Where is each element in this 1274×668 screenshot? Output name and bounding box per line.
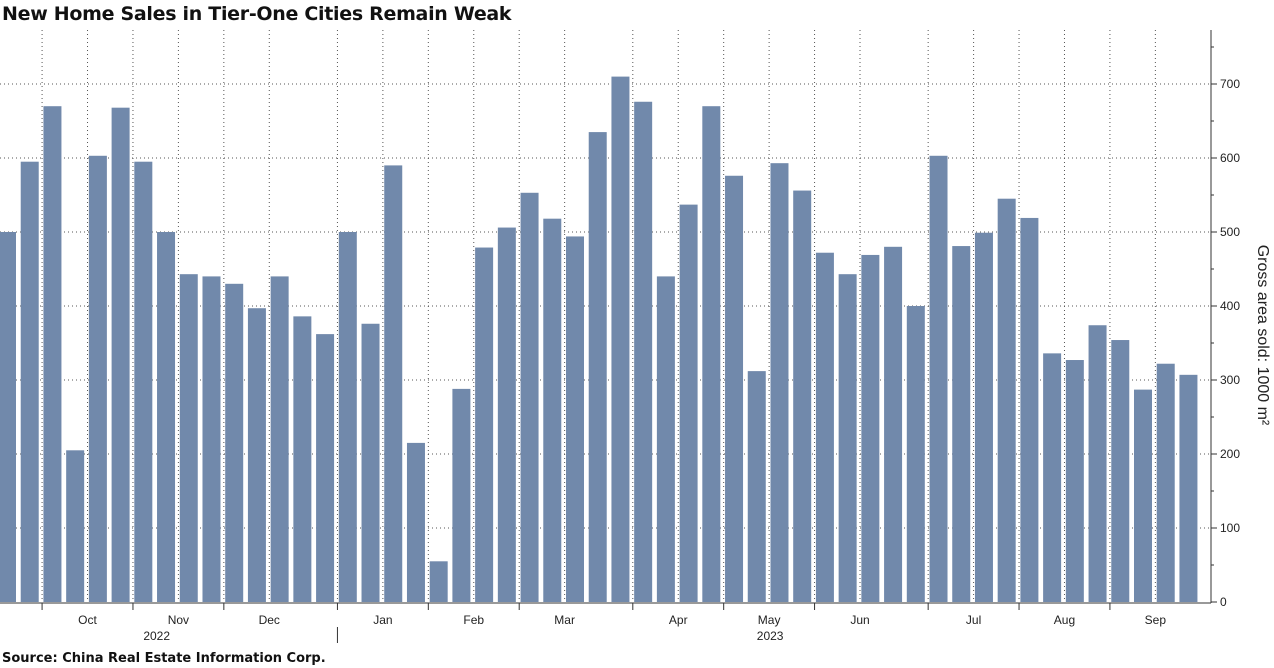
y-tick-label: 200 (1220, 447, 1240, 461)
y-tick-label: 100 (1220, 521, 1240, 535)
x-tick-label: Aug (1054, 613, 1075, 627)
bar (543, 218, 562, 602)
bar (861, 254, 880, 602)
bar (929, 155, 948, 602)
bar (747, 371, 766, 602)
bar (679, 204, 698, 602)
bar (406, 442, 425, 602)
bar (20, 161, 39, 602)
bar (66, 450, 85, 602)
bar (452, 388, 471, 602)
bar (293, 316, 312, 602)
year-label: 2022 (143, 629, 170, 643)
bar (702, 106, 721, 602)
bar (1020, 217, 1039, 602)
bar (656, 276, 675, 602)
bar (974, 232, 993, 603)
y-tick-label: 400 (1220, 299, 1240, 313)
x-tick-label: Nov (168, 613, 189, 627)
bar (1088, 325, 1107, 602)
x-tick-label: Jan (373, 613, 392, 627)
bar (815, 252, 834, 602)
bar (134, 161, 153, 602)
y-tick-label: 0 (1220, 595, 1227, 609)
bar (1134, 389, 1152, 602)
x-tick-label: Sep (1145, 613, 1167, 627)
bar (338, 232, 357, 602)
bar (611, 76, 630, 603)
bar (225, 283, 244, 602)
x-tick-label: Jun (850, 613, 869, 627)
bar (316, 334, 335, 602)
y-tick-label: 600 (1220, 151, 1240, 165)
bar (88, 155, 107, 602)
bar (588, 132, 607, 602)
year-label: 2023 (757, 629, 784, 643)
y-tick-label: 700 (1220, 77, 1240, 91)
source-note: Source: China Real Estate Information Co… (2, 651, 326, 666)
y-tick-label: 500 (1220, 225, 1240, 239)
x-tick-label: Feb (463, 613, 484, 627)
bar (43, 106, 62, 602)
x-tick-label: Mar (554, 613, 575, 627)
bars (0, 76, 1198, 603)
bar (634, 101, 653, 602)
bar (111, 107, 130, 603)
bar (475, 247, 494, 603)
bar (520, 192, 539, 602)
bar (0, 232, 16, 602)
bar (1111, 340, 1130, 602)
x-tick-label: Dec (259, 613, 280, 627)
y-tick-label: 300 (1220, 373, 1240, 387)
bar (1156, 363, 1175, 602)
x-tick-label: May (758, 613, 781, 627)
x-tick-label: Apr (669, 613, 688, 627)
bar (566, 236, 584, 602)
bar (793, 190, 812, 602)
bar (906, 306, 925, 602)
bar (179, 274, 198, 602)
y-axis-title: Gross area sold: 1000 m² (1254, 245, 1271, 426)
axes (0, 30, 1217, 643)
bar (770, 163, 789, 602)
bar (1043, 353, 1062, 602)
bar (384, 165, 403, 602)
tick-labels: 0 100 200 300 400 500 600 700 Oct Nov Dec Jan Feb Mar… (78, 77, 1271, 643)
bar (429, 561, 448, 602)
chart-title: New Home Sales in Tier-One Cities Remain… (2, 3, 512, 25)
bar (361, 323, 380, 602)
bar (1065, 360, 1084, 602)
bar (497, 227, 516, 602)
bar (952, 246, 971, 602)
bar (884, 246, 903, 603)
bar (270, 276, 289, 602)
bar (997, 198, 1016, 602)
bar (247, 308, 266, 602)
x-tick-label: Jul (966, 613, 981, 627)
bar (725, 175, 744, 602)
bar (157, 232, 176, 602)
bar (1179, 374, 1198, 602)
x-tick-label: Oct (78, 613, 97, 627)
bar (202, 276, 221, 602)
bar (838, 274, 857, 602)
gridlines (0, 30, 1211, 602)
